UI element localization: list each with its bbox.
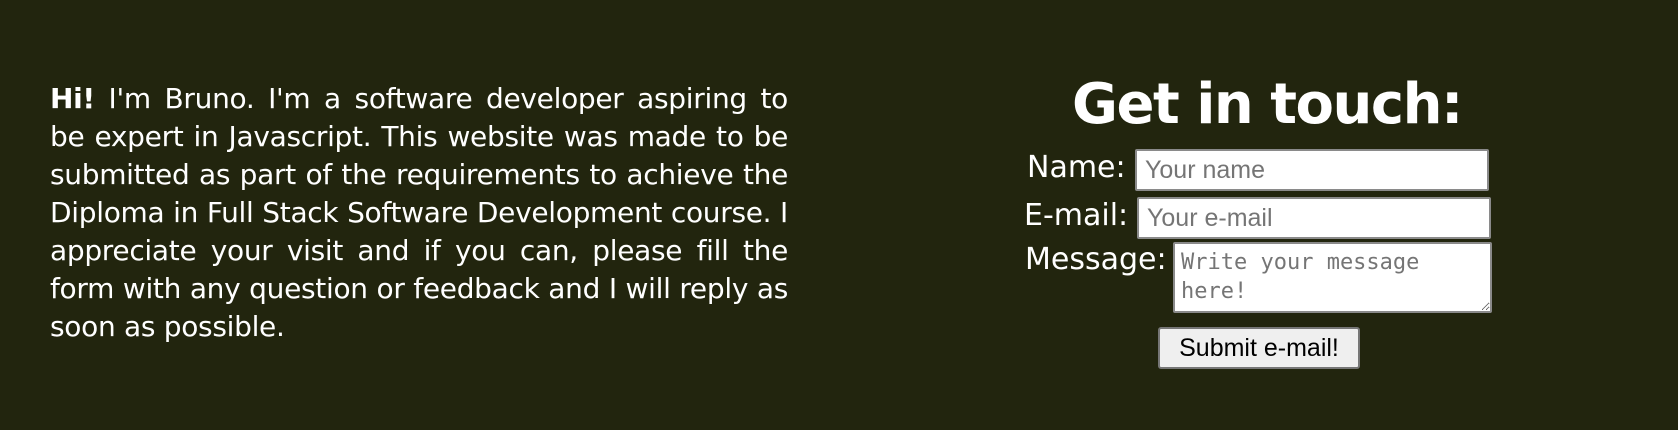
submit-email-button[interactable]: Submit e-mail! (1158, 327, 1360, 369)
intro-paragraph: Hi! I'm Bruno. I'm a software developer … (50, 80, 788, 346)
contact-title: Get in touch: (1072, 72, 1463, 137)
name-input[interactable] (1135, 149, 1489, 191)
email-label: E-mail: (1024, 198, 1129, 233)
intro-text: I'm Bruno. I'm a software developer aspi… (50, 82, 788, 343)
intro-greeting: Hi! (50, 82, 95, 115)
email-input[interactable] (1137, 197, 1491, 239)
message-textarea[interactable] (1173, 242, 1492, 313)
message-label: Message: (1025, 242, 1167, 277)
name-label: Name: (1027, 150, 1126, 185)
